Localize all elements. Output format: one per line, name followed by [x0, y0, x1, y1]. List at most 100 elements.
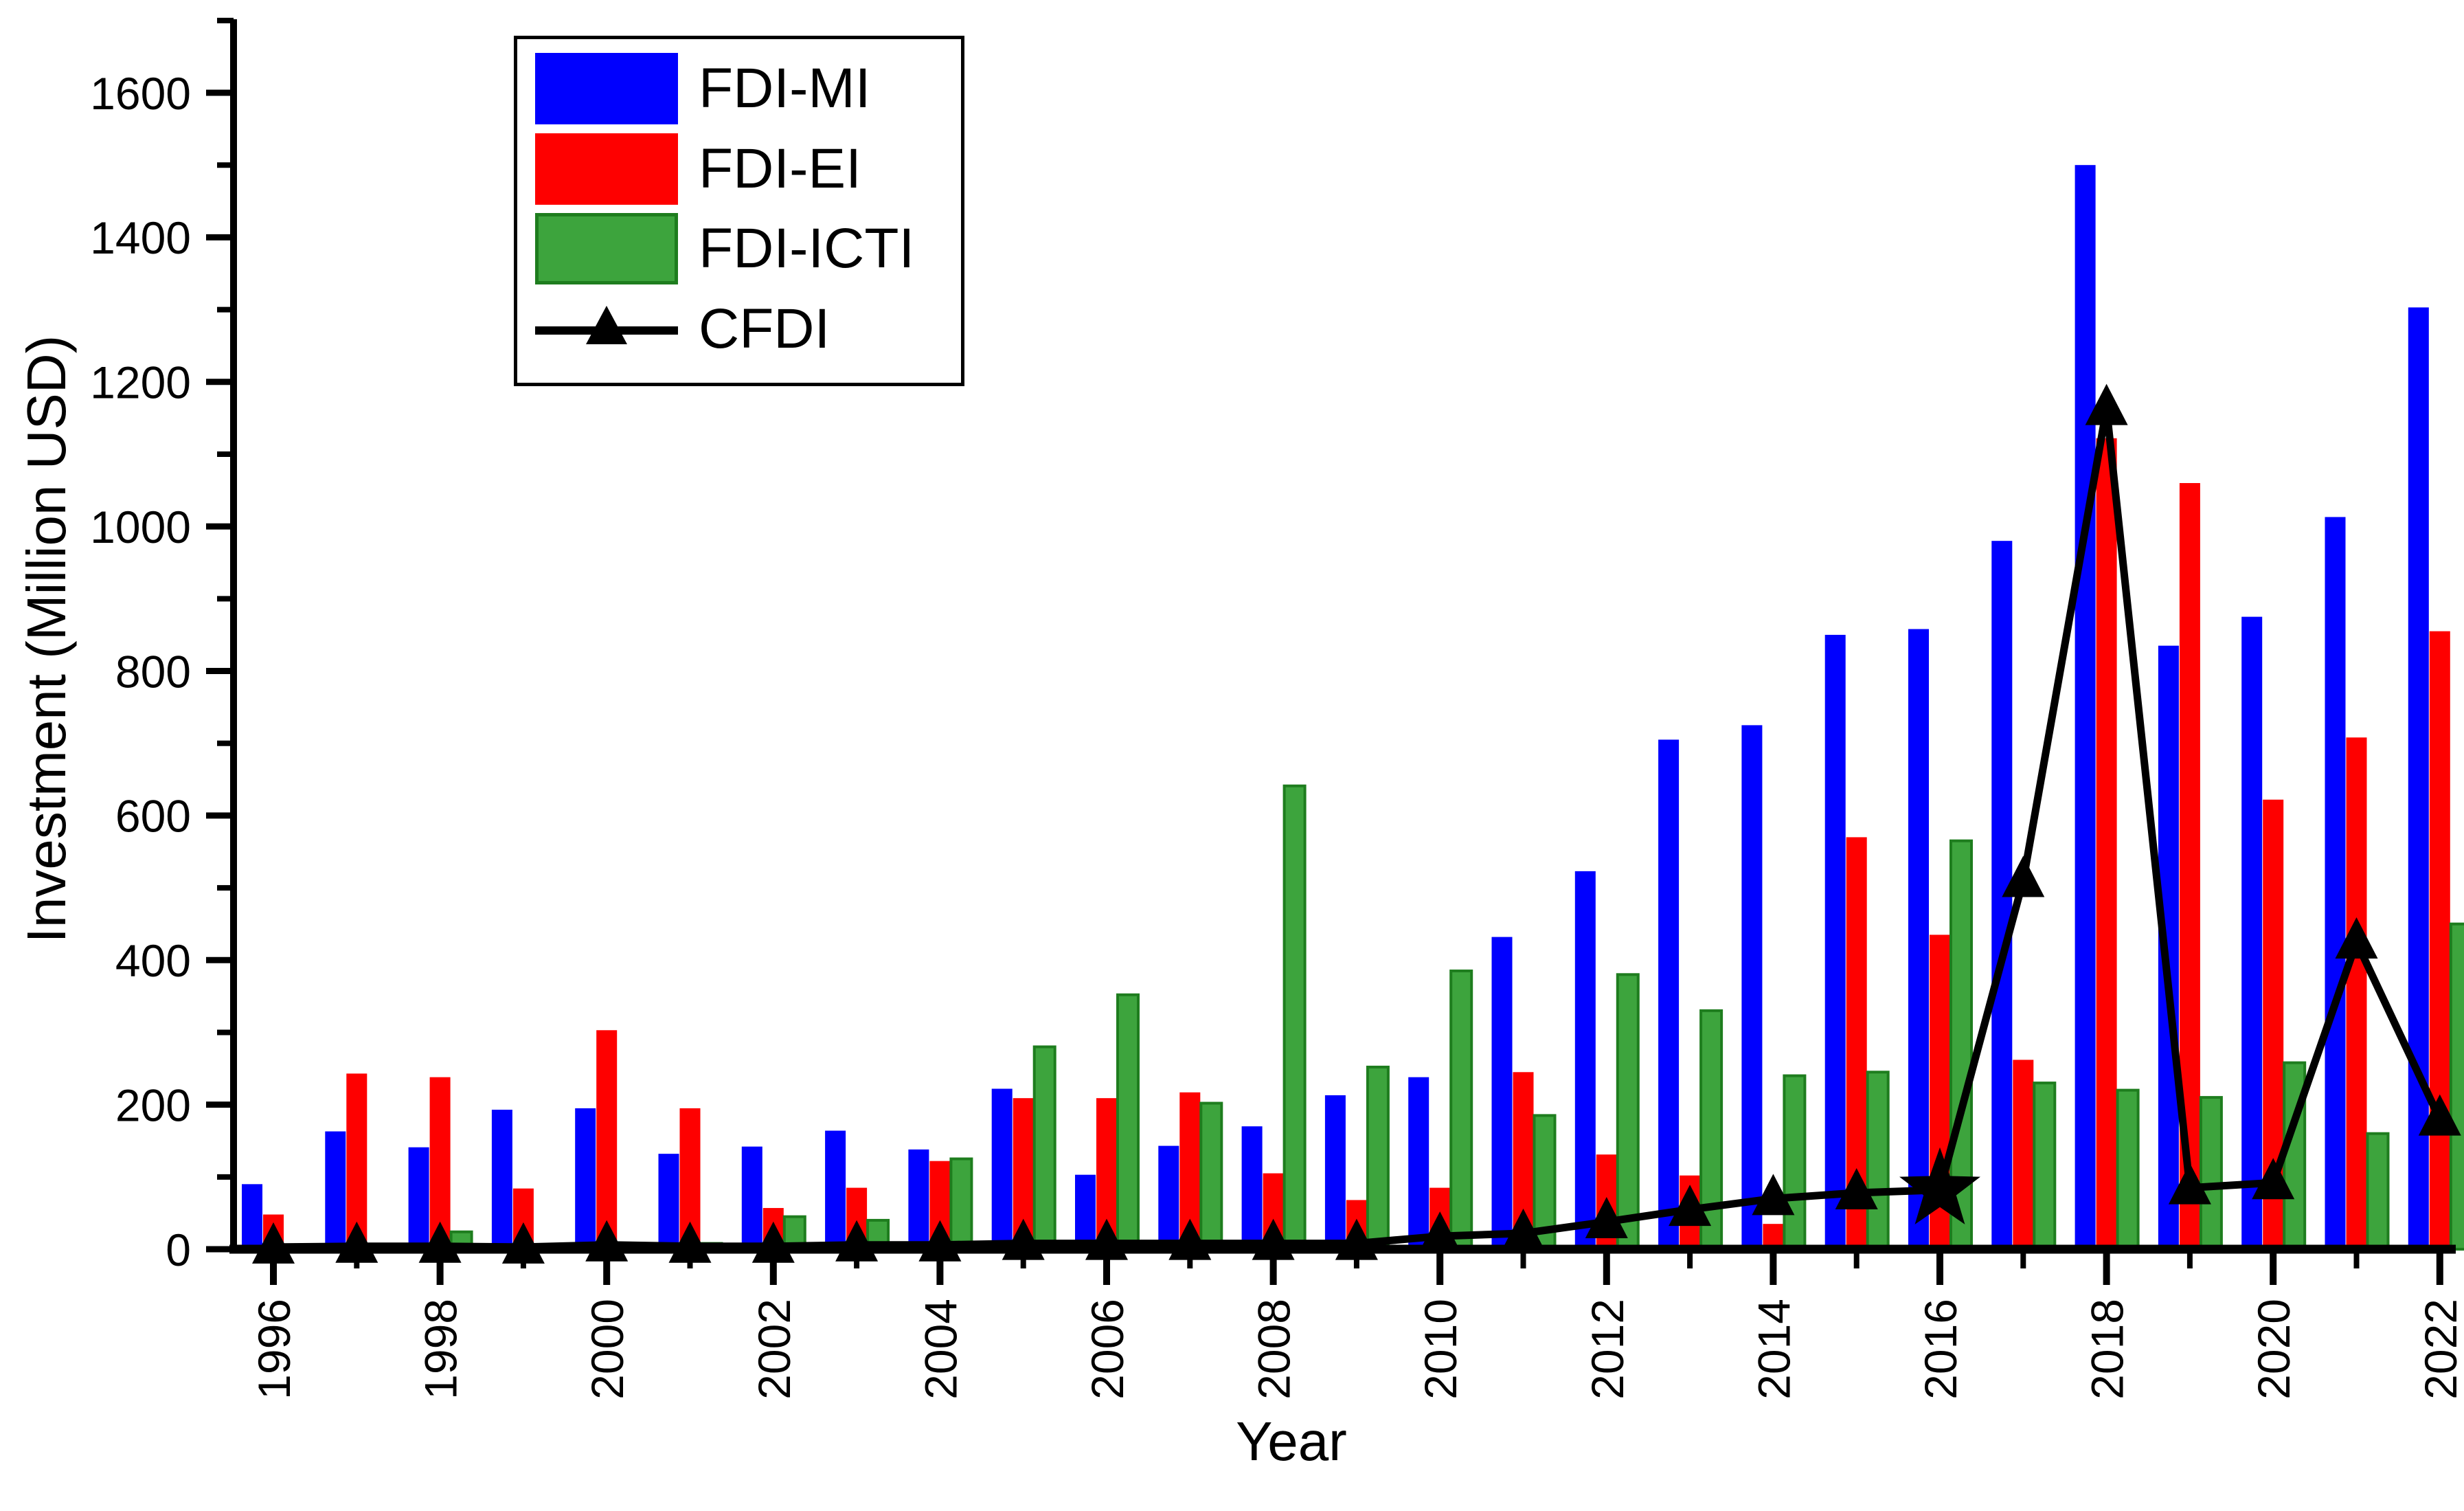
bar-fdi-ei-2021 — [2346, 737, 2367, 1249]
bar-fdi-mi-2003 — [825, 1130, 846, 1249]
bar-fdi-mi-1998 — [408, 1147, 429, 1249]
cfdi-marker-2022 — [2418, 1094, 2461, 1136]
cfdi-marker-2021 — [2335, 917, 2378, 959]
fdi-ei-swatch-icon — [535, 133, 678, 205]
bar-fdi-icti-2007 — [1199, 1101, 1223, 1251]
legend-item-fdi-ei: FDI-EI — [535, 131, 947, 208]
bar-fdi-mi-2012 — [1574, 871, 1596, 1249]
x-tick-label-1996: 1996 — [249, 1299, 299, 1400]
bar-fdi-mi-2002 — [741, 1146, 762, 1249]
bar-fdi-ei-1998 — [429, 1077, 451, 1249]
cfdi-marker-2017 — [2002, 855, 2045, 897]
cfdi-marker-2020 — [2252, 1158, 2295, 1200]
bar-fdi-mi-1996 — [242, 1184, 262, 1249]
bar-fdi-mi-2000 — [575, 1108, 596, 1249]
bar-fdi-ei-2017 — [2013, 1060, 2034, 1249]
bar-fdi-icti-2012 — [1616, 973, 1640, 1251]
bar-fdi-ei-2022 — [2429, 631, 2450, 1249]
cfdi-marker-2006 — [1085, 1218, 1128, 1260]
cfdi-marker-2003 — [835, 1220, 879, 1262]
legend-label-fdi-ei: FDI-EI — [699, 137, 861, 200]
bar-fdi-icti-2021 — [2366, 1132, 2390, 1251]
bar-fdi-mi-2007 — [1158, 1145, 1179, 1249]
bar-fdi-icti-2005 — [1032, 1045, 1056, 1251]
x-tick-label-2012: 2012 — [1582, 1299, 1633, 1400]
cfdi-marker-2009 — [1335, 1218, 1378, 1260]
bar-fdi-mi-2020 — [2241, 616, 2263, 1249]
bar-fdi-mi-2011 — [1491, 937, 1513, 1249]
bar-fdi-mi-2001 — [658, 1154, 679, 1249]
legend-item-fdi-icti: FDI-ICTI — [535, 210, 947, 287]
y-tick-label-1600: 1600 — [90, 68, 191, 119]
cfdi-marker-2018 — [2085, 383, 2128, 425]
y-tick-label-200: 200 — [115, 1079, 191, 1130]
cfdi-line-marker-icon — [535, 293, 678, 365]
y-axis-title: Investment (Million USD) — [16, 335, 77, 943]
y-tick-label-600: 600 — [115, 791, 191, 842]
cfdi-marker-2011 — [1502, 1208, 1545, 1250]
legend: FDI-MI FDI-EI FDI-ICTI CFDI — [514, 36, 964, 386]
x-tick-label-2006: 2006 — [1082, 1299, 1133, 1400]
cfdi-marker-2013 — [1669, 1185, 1712, 1227]
bar-fdi-icti-2004 — [949, 1157, 973, 1251]
y-tick-label-400: 400 — [115, 935, 191, 986]
y-tick-label-1000: 1000 — [90, 502, 191, 552]
bar-fdi-mi-2008 — [1241, 1126, 1263, 1249]
y-tick-label-0: 0 — [166, 1224, 191, 1275]
bar-fdi-mi-2009 — [1324, 1095, 1346, 1249]
cfdi-marker-2004 — [918, 1220, 962, 1262]
x-tick-label-2004: 2004 — [915, 1299, 966, 1400]
x-tick-label-2014: 2014 — [1748, 1299, 1799, 1400]
bar-fdi-mi-2022 — [2408, 307, 2429, 1249]
bar-fdi-mi-2021 — [2325, 517, 2346, 1249]
x-tick-label-2010: 2010 — [1415, 1299, 1466, 1400]
bar-fdi-mi-2015 — [1824, 634, 1846, 1249]
fdi-mi-swatch-icon — [535, 53, 678, 124]
bar-fdi-icti-2018 — [2116, 1088, 2140, 1251]
bar-fdi-mi-2010 — [1408, 1077, 1429, 1249]
bar-fdi-icti-2009 — [1366, 1065, 1390, 1251]
bar-fdi-icti-2014 — [1783, 1074, 1807, 1251]
bar-fdi-ei-2000 — [596, 1030, 618, 1249]
cfdi-marker-1996 — [252, 1222, 295, 1264]
cfdi-marker-2007 — [1168, 1218, 1212, 1260]
y-tick-label-800: 800 — [115, 646, 191, 697]
x-axis-title: Year — [1236, 1411, 1347, 1472]
bar-fdi-ei-1997 — [346, 1073, 368, 1249]
x-tick-label-2016: 2016 — [1915, 1299, 1966, 1400]
bar-fdi-mi-2014 — [1741, 725, 1763, 1249]
bar-fdi-icti-2015 — [1866, 1071, 1890, 1251]
cfdi-marker-2012 — [1585, 1197, 1628, 1239]
bar-fdi-ei-2018 — [2096, 438, 2117, 1249]
bar-fdi-icti-2017 — [2033, 1082, 2057, 1251]
bar-fdi-mi-2005 — [991, 1088, 1013, 1249]
legend-label-cfdi: CFDI — [699, 297, 830, 360]
x-tick-label-2002: 2002 — [749, 1299, 800, 1400]
bar-fdi-icti-2010 — [1449, 970, 1473, 1251]
bar-fdi-mi-2018 — [2075, 165, 2096, 1249]
cfdi-marker-2019 — [2168, 1163, 2211, 1205]
cfdi-marker-2015 — [1835, 1167, 1878, 1209]
cfdi-marker-2005 — [1002, 1218, 1045, 1260]
x-tick-label-2020: 2020 — [2248, 1299, 2299, 1400]
x-tick-label-2008: 2008 — [1249, 1299, 1300, 1400]
legend-label-fdi-mi: FDI-MI — [699, 57, 871, 120]
legend-item-fdi-mi: FDI-MI — [535, 50, 947, 127]
y-tick-label-1200: 1200 — [90, 357, 191, 408]
bar-fdi-mi-1999 — [491, 1109, 512, 1249]
cfdi-marker-2002 — [751, 1221, 795, 1263]
cfdi-marker-2008 — [1252, 1218, 1295, 1260]
cfdi-marker-2001 — [668, 1221, 712, 1263]
x-tick-label-2000: 2000 — [582, 1299, 633, 1400]
cfdi-star-marker-2016 — [1899, 1147, 1980, 1224]
bar-fdi-mi-2013 — [1658, 739, 1680, 1249]
bar-fdi-mi-1997 — [325, 1131, 346, 1249]
bar-fdi-icti-2022 — [2449, 922, 2464, 1251]
bar-fdi-icti-2008 — [1282, 784, 1307, 1251]
y-tick-label-1400: 1400 — [90, 212, 191, 263]
bar-fdi-icti-2019 — [2199, 1096, 2223, 1251]
legend-label-fdi-icti: FDI-ICTI — [699, 217, 915, 280]
bar-fdi-mi-2004 — [908, 1149, 929, 1249]
